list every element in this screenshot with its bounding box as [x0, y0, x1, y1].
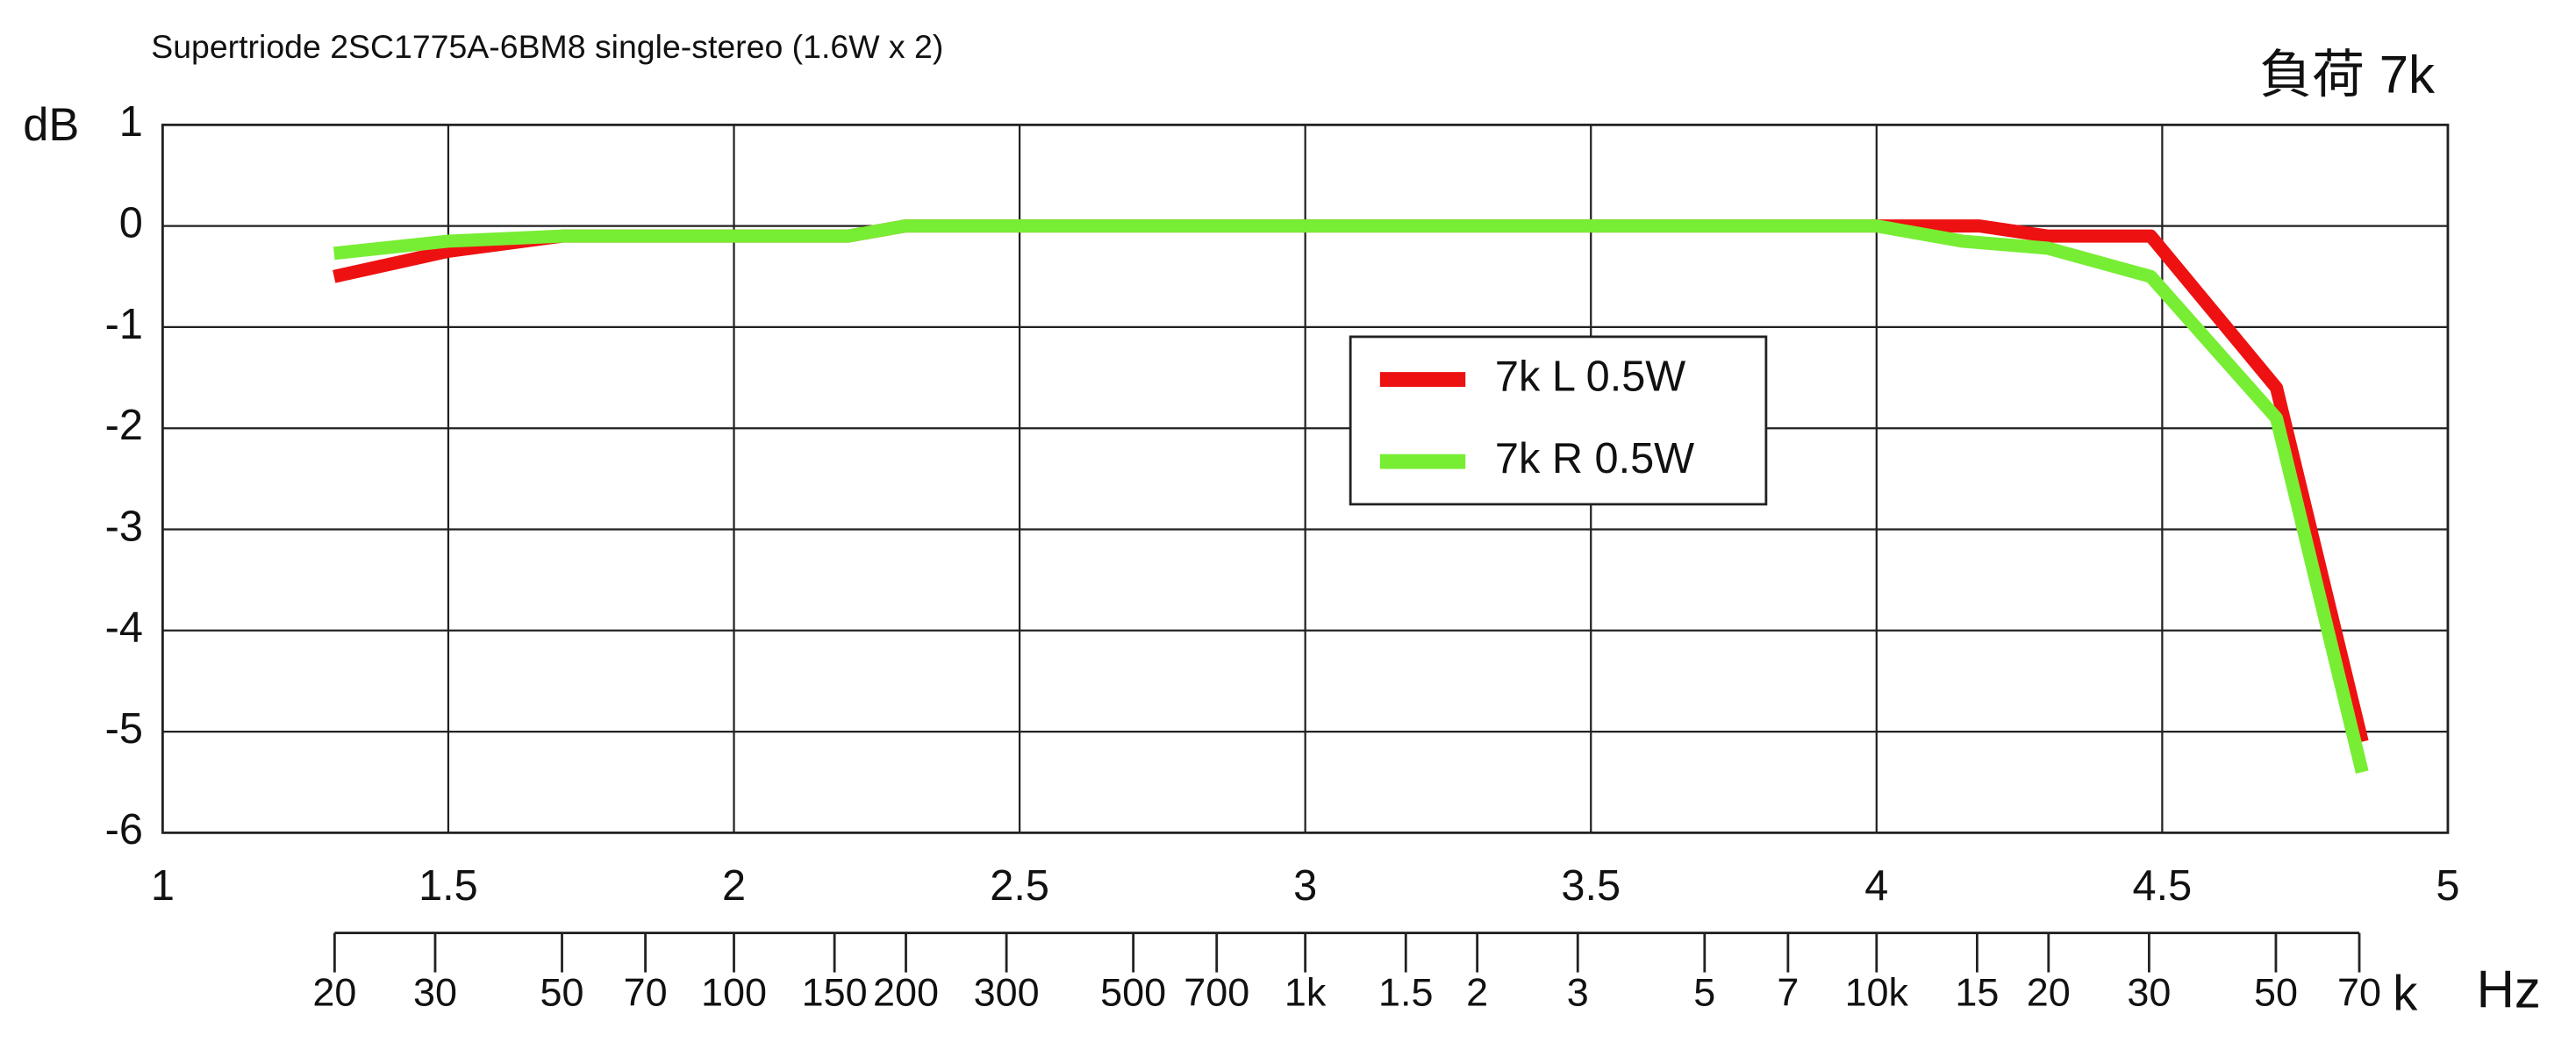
y-tick-label: -1: [105, 301, 143, 348]
freq-tick-label: 15: [1955, 970, 1999, 1015]
freq-tick-label: 10k: [1845, 970, 1909, 1015]
x-tick-label: 3: [1293, 862, 1317, 910]
x-tick-label: 2.5: [990, 862, 1049, 910]
annotation: 負荷 7k: [2259, 46, 2436, 104]
freq-tick-label: 30: [413, 970, 457, 1015]
freq-tick-label: 7: [1777, 970, 1799, 1015]
freq-tick-label: 70: [2337, 970, 2381, 1015]
x-tick-label: 5: [2436, 862, 2459, 910]
x-tick-label: 1.5: [419, 862, 478, 910]
freq-tick-label: 20: [312, 970, 356, 1015]
freq-tick-label: 2: [1466, 970, 1488, 1015]
freq-tick-label: 70: [624, 970, 668, 1015]
legend-label: 7k R 0.5W: [1495, 435, 1694, 482]
freq-tick-label: 700: [1184, 970, 1249, 1015]
y-tick-label: -3: [105, 503, 143, 550]
y-axis-label: dB: [23, 100, 79, 151]
freq-tick-label: 50: [2254, 970, 2298, 1015]
legend-label: 7k L 0.5W: [1495, 353, 1685, 400]
x-tick-label: 4: [1864, 862, 1888, 910]
freq-tick-label: 150: [802, 970, 868, 1015]
chart-title: Supertriode 2SC1775A-6BM8 single-stereo …: [151, 28, 943, 65]
y-tick-label: -5: [105, 705, 143, 753]
x-tick-label: 1: [151, 862, 175, 910]
freq-tick-label: 1k: [1284, 970, 1327, 1015]
freq-tick-label: 30: [2127, 970, 2171, 1015]
y-tick-label: -2: [105, 402, 143, 449]
series-line: [333, 219, 2369, 744]
freq-tick-label: 20: [2027, 970, 2071, 1015]
x-tick-label: 2: [722, 862, 746, 910]
freq-tick-label: 500: [1100, 970, 1166, 1015]
y-tick-label: -4: [105, 604, 143, 652]
freq-tick-label: 3: [1567, 970, 1589, 1015]
freq-tick-label: 200: [873, 970, 939, 1015]
series-line: [333, 219, 2369, 774]
y-tick-label: 0: [119, 199, 143, 246]
freq-tick-label: 100: [701, 970, 767, 1015]
freq-tick-label: 5: [1693, 970, 1715, 1015]
legend-box: [1349, 335, 1768, 506]
freq-tick-label: 300: [974, 970, 1040, 1015]
x-tick-label: 4.5: [2133, 862, 2193, 910]
x-tick-label: 3.5: [1561, 862, 1621, 910]
y-tick-label: -6: [105, 806, 143, 853]
x-axis-label: Hz: [2477, 961, 2541, 1019]
freq-tick-label: 1.5: [1378, 970, 1433, 1015]
y-tick-label: 1: [119, 98, 143, 146]
x-unit-prefix: k: [2393, 965, 2418, 1020]
freq-tick-label: 50: [540, 970, 584, 1015]
